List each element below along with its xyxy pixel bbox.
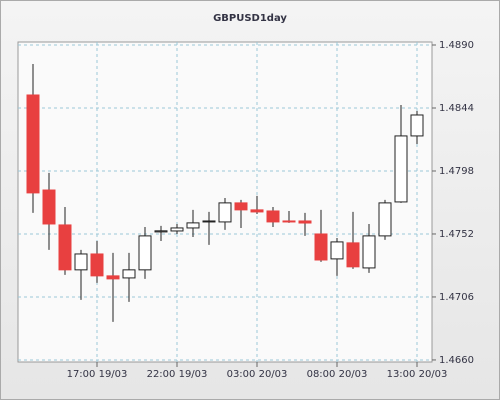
candle-body [90, 253, 104, 277]
candle-body [330, 241, 344, 260]
candle-body [298, 220, 312, 224]
x-tick-label: 08:00 20/03 [307, 369, 368, 380]
candle-body [202, 220, 216, 223]
candle-body [378, 202, 392, 237]
candle-body [362, 235, 376, 269]
candle-body [170, 227, 184, 232]
candle-body [410, 114, 424, 137]
candle-body [138, 235, 152, 271]
candle-body [314, 233, 328, 261]
x-tick-label: 13:00 20/03 [387, 369, 448, 380]
y-tick-label: 1.4752 [439, 229, 474, 240]
y-tick-label: 1.4660 [439, 355, 474, 366]
candle-body [154, 230, 168, 233]
candle-body [26, 94, 40, 194]
candle-body [186, 222, 200, 229]
candle-body [122, 269, 136, 279]
x-tick-label: 22:00 19/03 [147, 369, 208, 380]
y-tick-label: 1.4798 [439, 166, 474, 177]
candle-body [218, 202, 232, 223]
candle-body [58, 224, 72, 271]
candle-body [250, 209, 264, 213]
chart-title: GBPUSD1day [213, 13, 287, 24]
candle-body [106, 275, 120, 280]
y-tick-label: 1.4844 [439, 103, 474, 114]
candle-body [74, 253, 88, 271]
x-tick-label: 17:00 19/03 [67, 369, 128, 380]
candle-body [346, 242, 360, 268]
y-tick-label: 1.4890 [439, 40, 474, 51]
candle-body [42, 189, 56, 225]
y-tick-label: 1.4706 [439, 292, 474, 303]
x-tick-label: 03:00 20/03 [227, 369, 288, 380]
candle-body [282, 220, 296, 223]
candle-body [394, 135, 408, 203]
candle-body [234, 202, 248, 211]
candle-body [266, 210, 280, 223]
